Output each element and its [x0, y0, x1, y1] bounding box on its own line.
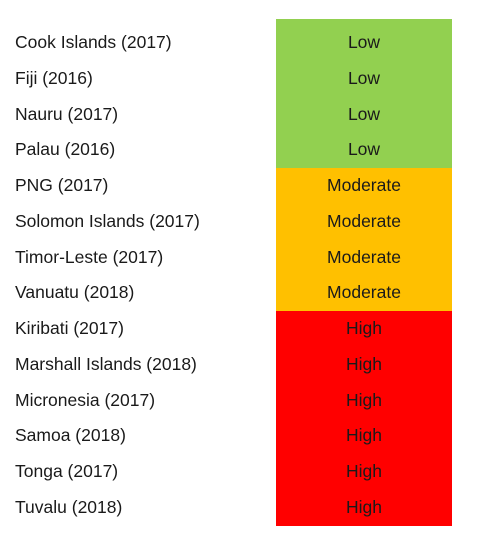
country-label: Cook Islands (2017) [15, 32, 172, 52]
table-row: Tonga (2017) High [0, 454, 480, 490]
country-label: Tuvalu (2018) [15, 496, 123, 517]
risk-cell: Low [276, 60, 452, 97]
risk-cell: High [276, 311, 452, 347]
country-label: Vanuatu (2018) [15, 282, 135, 303]
country-label: Fiji (2016) [15, 67, 93, 88]
risk-cell: Moderate [276, 168, 452, 204]
risk-cell: Low [276, 19, 452, 61]
table-row: Tuvalu (2018) High [0, 489, 480, 527]
risk-cell: High [276, 489, 452, 527]
table-row: Samoa (2018) High [0, 418, 480, 454]
country-label: PNG (2017) [15, 175, 109, 195]
risk-cell: High [276, 418, 452, 454]
table-row: Micronesia (2017) High [0, 382, 480, 419]
country-label: Micronesia (2017) [15, 389, 156, 410]
country-label: Tonga (2017) [15, 461, 119, 481]
risk-cell: Moderate [276, 275, 452, 311]
country-label: Timor-Leste (2017) [15, 246, 164, 267]
country-label: Marshall Islands (2018) [15, 353, 197, 374]
risk-cell: High [276, 382, 452, 419]
table-row: Palau (2016) Low [0, 132, 480, 168]
table-row: Marshall Islands (2018) High [0, 346, 480, 383]
risk-cell: High [276, 454, 452, 490]
risk-cell: Moderate [276, 203, 452, 240]
risk-cell: High [276, 346, 452, 383]
table-row: Timor-Leste (2017) Moderate [0, 239, 480, 276]
country-label: Nauru (2017) [15, 103, 119, 124]
risk-cell: Low [276, 132, 452, 168]
risk-cell: Low [276, 96, 452, 133]
table-row: Solomon Islands (2017) Moderate [0, 203, 480, 240]
table-row: Kiribati (2017) High [0, 311, 480, 347]
table-row: PNG (2017) Moderate [0, 168, 480, 204]
table-row: Cook Islands (2017) Low [0, 19, 480, 61]
risk-table: Cook Islands (2017) Low Fiji (2016) Low … [0, 19, 480, 527]
risk-cell: Moderate [276, 239, 452, 276]
table-row: Nauru (2017) Low [0, 96, 480, 133]
country-label: Samoa (2018) [15, 425, 126, 446]
table-row: Fiji (2016) Low [0, 60, 480, 97]
country-label: Solomon Islands (2017) [15, 210, 200, 231]
country-label: Palau (2016) [15, 139, 116, 160]
country-label: Kiribati (2017) [15, 318, 124, 338]
table-row: Vanuatu (2018) Moderate [0, 275, 480, 311]
